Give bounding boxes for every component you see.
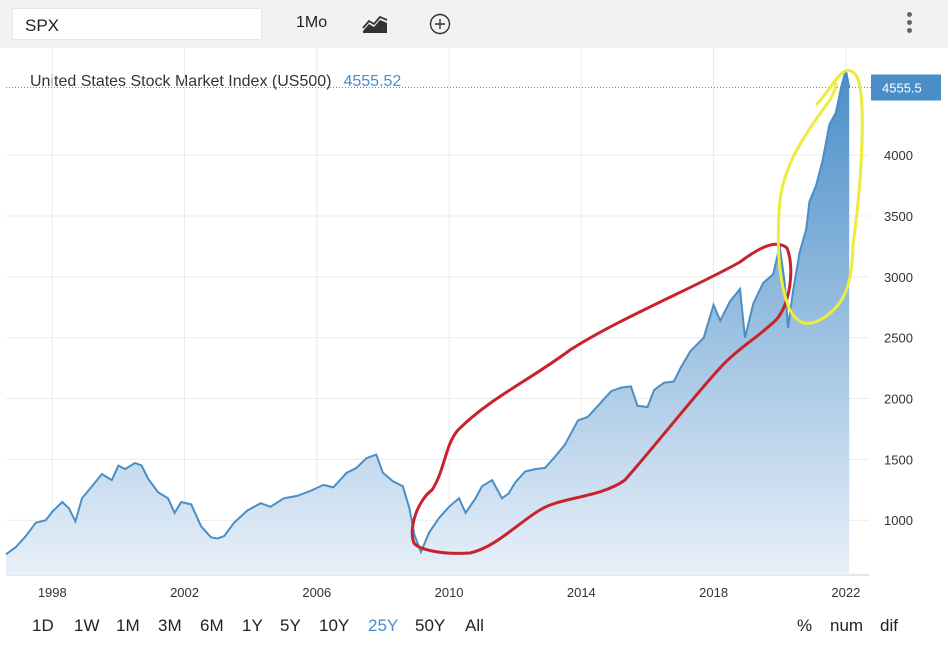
range-button-10y[interactable]: 10Y bbox=[319, 616, 350, 635]
mode-button-num[interactable]: num bbox=[830, 616, 864, 635]
chart-last-value: 4555.52 bbox=[343, 73, 402, 90]
series-area bbox=[6, 69, 850, 576]
range-button-1d[interactable]: 1D bbox=[32, 616, 54, 635]
y-tick-label: 3000 bbox=[884, 270, 913, 285]
yellow-annotation-ellipse bbox=[776, 68, 864, 325]
red-annotation-ellipse bbox=[410, 242, 793, 555]
range-button-5y[interactable]: 5Y bbox=[280, 616, 301, 635]
period-select[interactable]: 1Mo bbox=[296, 14, 328, 31]
plus-circle-icon[interactable] bbox=[429, 13, 451, 35]
y-tick-label: 1000 bbox=[884, 513, 913, 528]
range-button-1w[interactable]: 1W bbox=[74, 616, 100, 635]
last-value-tag: 4555.5 bbox=[871, 74, 941, 101]
range-button-3m[interactable]: 3M bbox=[158, 616, 182, 635]
kebab-menu-icon[interactable] bbox=[903, 10, 915, 38]
range-button-1y[interactable]: 1Y bbox=[242, 616, 263, 635]
last-value-tag-text: 4555.5 bbox=[882, 80, 922, 95]
x-tick-label: 2018 bbox=[699, 585, 728, 600]
symbol-search-box[interactable]: SPX bbox=[12, 8, 262, 40]
mode-button-percent[interactable]: % bbox=[797, 616, 813, 635]
toolbar: SPX 1Mo bbox=[0, 0, 948, 48]
range-selector: 1D 1W 1M 3M 6M 1Y 5Y 10Y 25Y 50Y All% num dif bbox=[0, 612, 948, 640]
x-tick-label: 2002 bbox=[170, 585, 199, 600]
y-tick-label: 2000 bbox=[884, 392, 913, 407]
range-button-1m[interactable]: 1M bbox=[116, 616, 140, 635]
symbol-input-value[interactable]: SPX bbox=[25, 16, 60, 35]
range-button-all[interactable]: All bbox=[465, 616, 484, 635]
x-tick-label: 2014 bbox=[567, 585, 596, 600]
series-line bbox=[5, 69, 851, 556]
line-chart-icon[interactable] bbox=[362, 14, 388, 34]
y-tick-label: 1500 bbox=[884, 452, 913, 467]
chart-title-text: United States Stock Market Index (US500) bbox=[30, 73, 332, 90]
mode-button-dif[interactable]: dif bbox=[880, 616, 898, 635]
x-tick-label: 2022 bbox=[831, 585, 860, 600]
range-button-50y[interactable]: 50Y bbox=[415, 616, 446, 635]
x-tick-label: 2006 bbox=[302, 585, 331, 600]
chart-title: United States Stock Market Index (US500)… bbox=[30, 73, 401, 91]
range-button-6m[interactable]: 6M bbox=[200, 616, 224, 635]
y-tick-label: 3500 bbox=[884, 209, 913, 224]
range-button-25y[interactable]: 25Y bbox=[368, 616, 399, 635]
x-tick-label: 2010 bbox=[435, 585, 464, 600]
x-tick-label: 1998 bbox=[38, 585, 67, 600]
price-chart[interactable]: 1000 1500 2000 2500 3000 3500 4000 1998 2002 200… bbox=[0, 48, 948, 610]
y-tick-label: 2500 bbox=[884, 331, 913, 346]
y-tick-label: 4000 bbox=[884, 148, 913, 163]
